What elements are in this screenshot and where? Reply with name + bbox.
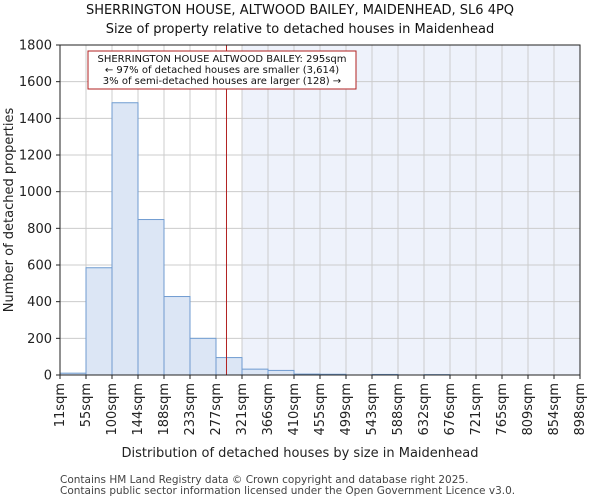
x-tick-label: 721sqm: [469, 383, 484, 436]
y-tick-label: 200: [27, 332, 52, 347]
x-tick-label: 144sqm: [131, 383, 146, 436]
x-tick-label: 410sqm: [287, 383, 302, 436]
x-axis-label: Distribution of detached houses by size …: [122, 446, 479, 461]
footer-line-2: Contains public sector information licen…: [60, 485, 515, 497]
x-tick-label: 100sqm: [105, 383, 120, 436]
x-tick-label: 676sqm: [443, 383, 458, 436]
bar-55sqm: [85, 267, 113, 376]
x-tick-label: 632sqm: [417, 383, 432, 436]
footer-line-1: Contains HM Land Registry data © Crown c…: [60, 474, 468, 486]
x-tick-label: 588sqm: [391, 383, 406, 436]
x-tick-label: 188sqm: [157, 383, 172, 436]
bar-277sqm: [215, 357, 243, 376]
x-tick-label: 455sqm: [313, 383, 328, 436]
bar-366sqm: [267, 369, 295, 376]
x-tick-label: 854sqm: [547, 383, 562, 436]
chart-title-line2: Size of property relative to detached ho…: [106, 22, 495, 37]
highlight-region: [242, 45, 580, 375]
x-tick-label: 543sqm: [365, 383, 380, 436]
y-tick-label: 1000: [19, 185, 52, 200]
y-tick-labels: 0 200 400 600 800 1000 1200 1400 1600 1800: [19, 39, 60, 384]
y-tick-label: 0: [44, 369, 52, 384]
x-tick-label: 11sqm: [53, 383, 68, 427]
bar-100sqm: [111, 102, 139, 376]
annotation-line-1: SHERRINGTON HOUSE ALTWOOD BAILEY: 295sqm: [97, 54, 346, 65]
y-tick-label: 1200: [19, 149, 52, 164]
y-tick-label: 600: [27, 259, 52, 274]
x-tick-label: 499sqm: [339, 383, 354, 436]
y-tick-label: 1400: [19, 112, 52, 127]
annotation-line-3: 3% of semi-detached houses are larger (1…: [103, 76, 341, 87]
chart-title-line1: SHERRINGTON HOUSE, ALTWOOD BAILEY, MAIDE…: [86, 3, 514, 18]
bar-321sqm: [241, 368, 269, 376]
x-tick-label: 366sqm: [261, 383, 276, 436]
y-tick-label: 400: [27, 295, 52, 310]
bar-233sqm: [189, 337, 217, 376]
x-tick-label: 277sqm: [209, 383, 224, 436]
x-tick-labels: 11sqm 55sqm 100sqm 144sqm 188sqm 233sqm 277sqm…: [53, 375, 588, 436]
x-tick-label: 321sqm: [235, 383, 250, 436]
y-tick-label: 800: [27, 222, 52, 237]
x-tick-label: 55sqm: [79, 383, 94, 427]
bars: [59, 102, 451, 376]
x-tick-label: 898sqm: [573, 383, 588, 436]
annotation-box: SHERRINGTON HOUSE ALTWOOD BAILEY: 295sqm…: [87, 50, 357, 90]
y-tick-label: 1800: [19, 39, 52, 54]
x-tick-label: 233sqm: [183, 383, 198, 436]
annotation-rect: [87, 50, 357, 90]
bar-188sqm: [163, 296, 191, 376]
x-tick-label: 809sqm: [521, 383, 536, 436]
annotation-line-2: ← 97% of detached houses are smaller (3,…: [105, 65, 339, 76]
bar-144sqm: [137, 219, 165, 376]
y-axis-label: Number of detached properties: [2, 108, 17, 313]
y-tick-label: 1600: [19, 75, 52, 90]
x-tick-label: 765sqm: [495, 383, 510, 436]
